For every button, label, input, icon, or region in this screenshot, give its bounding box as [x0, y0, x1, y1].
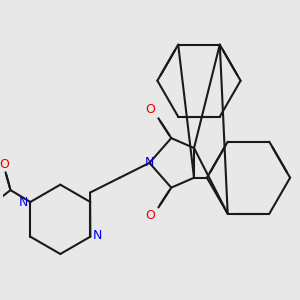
Text: O: O — [146, 103, 155, 116]
Text: N: N — [92, 229, 102, 242]
Text: O: O — [146, 209, 155, 222]
Text: N: N — [145, 156, 154, 170]
Text: N: N — [19, 196, 28, 209]
Text: O: O — [0, 158, 10, 171]
